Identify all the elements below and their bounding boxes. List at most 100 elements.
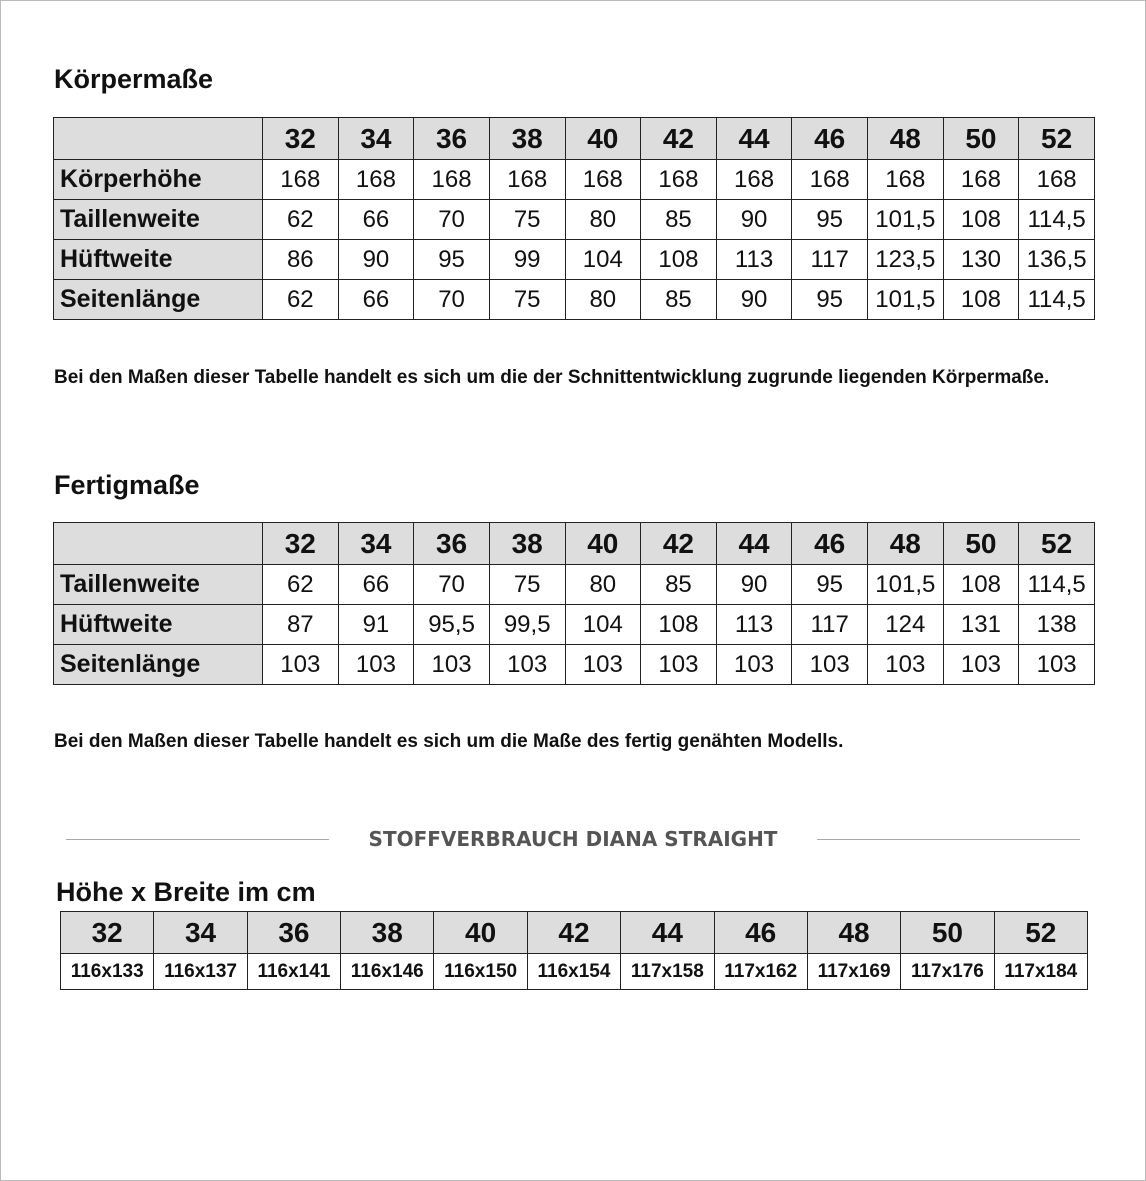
value-cell: 85 bbox=[640, 564, 717, 605]
size-header: 44 bbox=[620, 911, 715, 954]
divider-line bbox=[817, 838, 1080, 840]
value-cell: 103 bbox=[564, 644, 642, 685]
value-cell: 168 bbox=[942, 159, 1020, 200]
value-cell: 168 bbox=[337, 159, 415, 200]
size-header: 48 bbox=[867, 522, 944, 565]
size-header: 38 bbox=[340, 911, 435, 954]
size-header: 48 bbox=[806, 911, 902, 954]
size-header: 46 bbox=[791, 522, 868, 565]
value-cell: 75 bbox=[488, 279, 566, 320]
value-cell: 80 bbox=[564, 199, 642, 240]
size-header: 50 bbox=[942, 117, 1020, 160]
size-header: 34 bbox=[337, 522, 415, 565]
value-cell: 108 bbox=[640, 239, 717, 280]
value-cell: 103 bbox=[262, 644, 339, 685]
value-cell: 103 bbox=[337, 644, 415, 685]
header-row: 32 34 36 38 40 42 44 46 48 50 52 bbox=[59, 911, 1089, 954]
size-header: 32 bbox=[262, 522, 339, 565]
size-header: 46 bbox=[713, 911, 808, 954]
value-cell: 75 bbox=[488, 564, 566, 605]
value-cell: 168 bbox=[1018, 159, 1095, 200]
value-cell: 75 bbox=[488, 199, 566, 240]
size-header: 40 bbox=[564, 522, 642, 565]
size-header: 44 bbox=[715, 117, 793, 160]
table-row: Seitenlänge 62 66 70 75 80 85 90 95 101,5 108 114,5 bbox=[53, 279, 1095, 320]
value-cell: 80 bbox=[564, 564, 642, 605]
value-cell: 99,5 bbox=[488, 604, 566, 645]
table-row: Seitenlänge 103 103 103 103 103 103 103 103 103 10… bbox=[53, 644, 1095, 685]
value-cell: 116x137 bbox=[153, 953, 248, 990]
value-cell: 168 bbox=[867, 159, 944, 200]
stoffverbrauch-table: 32 34 36 38 40 42 44 46 48 50 52 116x133 116x137 116x… bbox=[59, 911, 1089, 990]
value-cell: 117x176 bbox=[900, 953, 995, 990]
table-row: Hüftweite 87 91 95,5 99,5 104 108 113 117 124 131 1… bbox=[53, 604, 1095, 645]
koerpermasse-heading: Körpermaße bbox=[54, 64, 214, 94]
row-label: Taillenweite bbox=[53, 199, 263, 240]
size-header: 46 bbox=[791, 117, 868, 160]
value-cell: 168 bbox=[640, 159, 717, 200]
value-cell: 70 bbox=[413, 199, 490, 240]
corner-cell bbox=[53, 117, 263, 160]
row-label: Seitenlänge bbox=[53, 644, 263, 685]
value-cell: 117x169 bbox=[806, 953, 902, 990]
value-cell: 62 bbox=[262, 564, 339, 605]
header-row: 32 34 36 38 40 42 44 46 48 50 52 bbox=[53, 117, 1095, 160]
koerpermasse-note: Bei den Maßen dieser Tabelle handelt es … bbox=[54, 367, 1050, 388]
value-cell: 130 bbox=[942, 239, 1020, 280]
fertigmasse-note: Bei den Maßen dieser Tabelle handelt es … bbox=[54, 731, 844, 752]
value-cell: 90 bbox=[715, 564, 793, 605]
value-cell: 103 bbox=[791, 644, 868, 685]
value-cell: 168 bbox=[488, 159, 566, 200]
value-cell: 138 bbox=[1018, 604, 1095, 645]
fertigmasse-heading: Fertigmaße bbox=[54, 470, 200, 500]
size-header: 40 bbox=[564, 117, 642, 160]
value-cell: 103 bbox=[640, 644, 717, 685]
table-row: Taillenweite 62 66 70 75 80 85 90 95 101,5 108 114,… bbox=[53, 199, 1095, 240]
value-cell: 168 bbox=[564, 159, 642, 200]
row-label: Seitenlänge bbox=[53, 279, 263, 320]
table-row: 116x133 116x137 116x141 116x146 116x150 116x1… bbox=[59, 953, 1089, 990]
value-cell: 117 bbox=[791, 604, 868, 645]
value-cell: 103 bbox=[715, 644, 793, 685]
size-header: 38 bbox=[488, 522, 566, 565]
divider-line bbox=[66, 838, 329, 840]
value-cell: 70 bbox=[413, 564, 490, 605]
value-cell: 113 bbox=[715, 239, 793, 280]
value-cell: 86 bbox=[262, 239, 339, 280]
value-cell: 114,5 bbox=[1018, 279, 1095, 320]
value-cell: 90 bbox=[715, 279, 793, 320]
divider-title: STOFFVERBRAUCH DIANA STRAIGHT bbox=[368, 827, 778, 851]
value-cell: 95 bbox=[791, 564, 868, 605]
row-label: Hüftweite bbox=[53, 604, 263, 645]
value-cell: 103 bbox=[942, 644, 1020, 685]
value-cell: 108 bbox=[942, 279, 1020, 320]
stoffverbrauch-heading: Höhe x Breite im cm bbox=[56, 877, 316, 907]
value-cell: 62 bbox=[262, 199, 339, 240]
value-cell: 116x146 bbox=[340, 953, 435, 990]
value-cell: 168 bbox=[791, 159, 868, 200]
value-cell: 85 bbox=[640, 199, 717, 240]
size-header: 40 bbox=[433, 911, 528, 954]
value-cell: 62 bbox=[262, 279, 339, 320]
value-cell: 117 bbox=[791, 239, 868, 280]
value-cell: 104 bbox=[564, 604, 642, 645]
value-cell: 116x150 bbox=[433, 953, 528, 990]
size-header: 48 bbox=[867, 117, 944, 160]
value-cell: 114,5 bbox=[1018, 199, 1095, 240]
value-cell: 99 bbox=[488, 239, 566, 280]
value-cell: 66 bbox=[337, 564, 415, 605]
section-divider: STOFFVERBRAUCH DIANA STRAIGHT bbox=[66, 826, 1080, 852]
size-header: 50 bbox=[942, 522, 1020, 565]
value-cell: 85 bbox=[640, 279, 717, 320]
value-cell: 80 bbox=[564, 279, 642, 320]
value-cell: 95 bbox=[791, 199, 868, 240]
size-header: 38 bbox=[488, 117, 566, 160]
value-cell: 70 bbox=[413, 279, 490, 320]
value-cell: 103 bbox=[413, 644, 490, 685]
value-cell: 101,5 bbox=[867, 279, 944, 320]
value-cell: 168 bbox=[413, 159, 490, 200]
value-cell: 90 bbox=[337, 239, 415, 280]
value-cell: 113 bbox=[715, 604, 793, 645]
size-header: 52 bbox=[1018, 522, 1095, 565]
corner-cell bbox=[53, 522, 263, 565]
